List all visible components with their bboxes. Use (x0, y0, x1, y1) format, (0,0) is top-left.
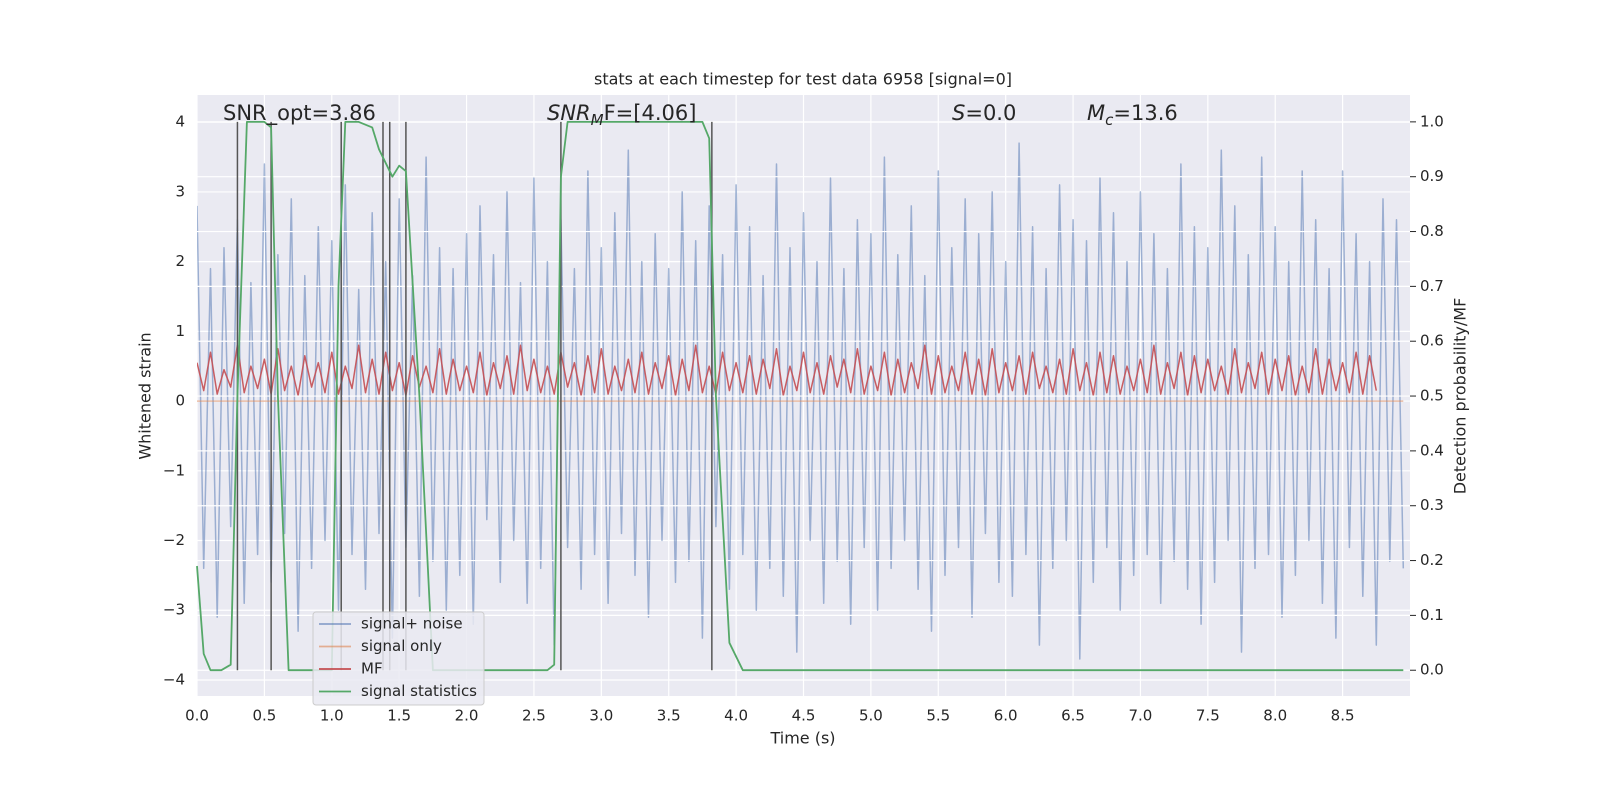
x-tick-label: 4.5 (792, 707, 816, 725)
x-tick-label: 2.0 (455, 707, 479, 725)
y-tick-label: 2 (175, 252, 185, 270)
y2-tick-label: 0.3 (1420, 496, 1444, 514)
x-tick-label: 1.5 (387, 707, 411, 725)
y-tick-label: 4 (175, 113, 185, 131)
x-axis-label: Time (s) (769, 729, 835, 748)
y2-tick-label: 0.4 (1420, 441, 1444, 459)
legend-label: signal statistics (361, 682, 477, 700)
y2-tick-label: 0.1 (1420, 606, 1444, 624)
series-line (197, 142, 1405, 660)
annotation-sub: M (591, 111, 604, 129)
series-line (197, 344, 1378, 397)
annotation-rest: F=[4.06] (604, 101, 697, 125)
x-tick-label: 0.0 (185, 707, 209, 725)
y2-tick-label: 0.0 (1420, 661, 1444, 679)
y-tick-label: 3 (175, 182, 185, 200)
annotation-rest: =0.0 (965, 101, 1016, 125)
y-tick-label: −1 (163, 461, 185, 479)
x-tick-label: 1.0 (320, 707, 344, 725)
annotation-rest: =13.6 (1113, 101, 1177, 125)
y-tick-label: −2 (163, 531, 185, 549)
y2-tick-label: 0.5 (1420, 387, 1444, 405)
annotation-sub: c (1105, 111, 1114, 129)
annotation: Mc=13.6 (1087, 101, 1178, 129)
x-tick-label: 3.5 (657, 707, 681, 725)
y2-tick-label: 0.8 (1420, 222, 1444, 240)
legend-label: signal only (361, 637, 442, 655)
y2-axis-label: Detection probability/MF (1451, 298, 1470, 495)
y2-tick-label: 0.9 (1420, 167, 1444, 185)
annotation: S=0.0 (952, 101, 1016, 125)
x-tick-label: 3.0 (589, 707, 613, 725)
x-tick-label: 4.0 (724, 707, 748, 725)
chart-title: stats at each timestep for test data 695… (594, 70, 1012, 89)
annotation-main: SNR (547, 101, 591, 125)
x-tick-label: 5.5 (926, 707, 950, 725)
legend-label: signal+ noise (361, 615, 463, 633)
y2-tick-label: 0.2 (1420, 551, 1444, 569)
x-tick-label: 7.0 (1129, 707, 1153, 725)
x-tick-label: 7.5 (1196, 707, 1220, 725)
y-tick-label: 1 (175, 322, 185, 340)
series-line (196, 121, 1404, 672)
x-tick-label: 0.5 (252, 707, 276, 725)
y-axis-label: Whitened strain (136, 332, 155, 459)
y2-tick-label: 0.6 (1420, 332, 1444, 350)
x-tick-label: 8.5 (1331, 707, 1355, 725)
annotation: SNR_opt=3.86 (223, 101, 376, 126)
annotation-main: S (952, 101, 965, 125)
annotation-main: SNR_opt=3.86 (223, 101, 376, 126)
legend-box (312, 611, 485, 706)
x-tick-label: 5.0 (859, 707, 883, 725)
x-tick-label: 6.5 (1061, 707, 1085, 725)
y2-tick-label: 0.7 (1420, 277, 1444, 295)
x-tick-label: 2.5 (522, 707, 546, 725)
x-tick-label: 6.0 (994, 707, 1018, 725)
legend-label: MF (361, 660, 383, 678)
x-tick-label: 8.0 (1263, 707, 1287, 725)
y-tick-label: −3 (163, 601, 185, 619)
annotation-main: M (1087, 101, 1105, 125)
y2-tick-label: 1.0 (1420, 112, 1444, 130)
y-tick-label: 0 (175, 392, 185, 410)
annotation: SNRMF=[4.06] (547, 101, 696, 129)
y-tick-label: −4 (163, 670, 185, 688)
